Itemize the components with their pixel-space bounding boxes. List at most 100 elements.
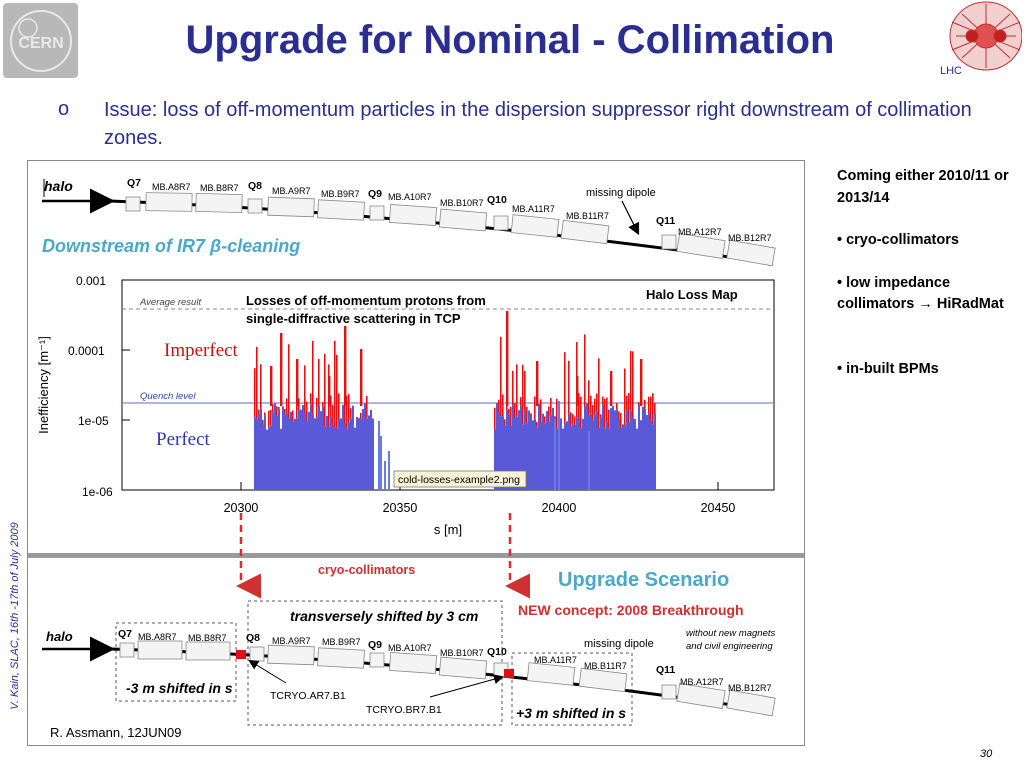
perfect-bar: [612, 406, 614, 490]
perfect-bar: [260, 409, 262, 490]
imperfect-bar: [332, 404, 334, 425]
x-axis-label: s [m]: [434, 522, 462, 537]
perfect-bar: [598, 427, 600, 490]
perfect-bar: [650, 420, 652, 490]
perfect-bar: [636, 428, 638, 490]
perfect-bar: [316, 417, 318, 490]
imperfect-bar: [318, 358, 320, 406]
perfect-bar: [646, 414, 648, 490]
bottom-beamline: cryo-collimators Upgrade Scenario NEW co…: [42, 563, 776, 740]
file-tooltip: cold-losses-example2.png: [398, 474, 520, 486]
perfect-bar: [572, 424, 574, 490]
perfect-bar: [610, 408, 612, 490]
svg-text:LHC: LHC: [940, 65, 962, 77]
imperfect-bar: [254, 368, 256, 418]
bullet-marker: o: [58, 98, 70, 120]
perfect-bar: [370, 409, 372, 490]
perfect-bar: [552, 407, 554, 490]
imperfect-bar: [508, 408, 510, 415]
imperfect-bar: [648, 396, 650, 414]
imperfect-label: Imperfect: [164, 340, 239, 361]
issue-text: Issue: loss of off-momentum particles in…: [104, 99, 972, 149]
perfect-bar: [308, 411, 310, 490]
perfect-bar: [304, 413, 306, 490]
imperfect-bar: [598, 358, 600, 428]
perfect-bar: [624, 425, 626, 490]
perfect-bar: [584, 406, 586, 490]
perfect-bar: [354, 427, 356, 490]
imperfect-bar: [312, 340, 314, 415]
perfect-bar: [574, 424, 576, 490]
svg-text:MB.B9R7: MB.B9R7: [321, 189, 360, 199]
svg-text:MB.A12R7: MB.A12R7: [680, 677, 724, 687]
imperfect-bar: [524, 370, 526, 411]
perfect-bar: [652, 424, 654, 490]
imperfect-bar: [256, 346, 258, 419]
lhc-logo: LHC: [938, 0, 1023, 82]
imperfect-bar: [278, 407, 280, 410]
perfect-bar: [644, 408, 646, 490]
perfect-bar: [600, 417, 602, 490]
imperfect-bar: [270, 409, 272, 426]
imperfect-bar: [272, 404, 274, 413]
perfect-bar: [284, 414, 286, 490]
imperfect-bar: [628, 393, 630, 424]
imperfect-bar: [350, 408, 352, 419]
imperfect-bar: [654, 402, 656, 414]
loss-histogram: [254, 311, 656, 490]
imperfect-bar: [578, 393, 580, 419]
perfect-bar: [272, 412, 274, 490]
imperfect-bar: [346, 395, 348, 429]
perfect-bar: [366, 418, 368, 490]
y-axis-label: Inefficiency [m⁻¹]: [36, 336, 51, 434]
bottom-missing-dipole: missing dipole: [584, 638, 654, 650]
imperfect-bar: [572, 413, 574, 425]
imperfect-bar: [296, 403, 298, 419]
imperfect-bar: [286, 398, 288, 413]
imperfect-bar: [288, 344, 290, 419]
perfect-bar: [534, 419, 536, 490]
imperfect-bar: [306, 401, 308, 421]
perfect-bar: [292, 421, 294, 490]
perfect-bar: [528, 410, 530, 490]
perfect-bar: [364, 403, 366, 490]
perfect-bar: [582, 418, 584, 490]
perfect-bar: [638, 404, 640, 490]
cryo-collimator-a: [236, 650, 246, 659]
imperfect-bar: [276, 406, 278, 416]
imperfect-bar: [638, 402, 640, 405]
imperfect-bar: [592, 404, 594, 421]
perfect-bar: [294, 418, 296, 490]
cern-logo-icon: CERN: [9, 9, 72, 72]
ytick-0: 0.001: [76, 274, 106, 288]
svg-text:Q7: Q7: [118, 628, 132, 640]
perfect-bar: [262, 424, 264, 490]
imperfect-bar: [588, 380, 590, 416]
perfect-bar: [342, 404, 344, 490]
xtick-2: 20400: [542, 501, 577, 515]
imperfect-bar: [334, 340, 336, 428]
loss-map-plot: 0.001 0.0001 1e-05 1e-06 20300 20350 204…: [36, 274, 775, 537]
imperfect-bar: [548, 406, 550, 422]
perfect-bar: [288, 418, 290, 490]
perfect-bar: [326, 415, 328, 490]
perfect-bar: [604, 428, 606, 490]
downstream-title: Downstream of IR7 β-cleaning: [42, 236, 300, 256]
imperfect-bar: [324, 353, 326, 427]
perfect-bar: [286, 412, 288, 490]
perfect-bar: [378, 421, 380, 490]
perfect-bar: [264, 415, 266, 490]
imperfect-bar: [596, 393, 598, 412]
perfect-bar: [314, 418, 316, 490]
perfect-bar: [508, 414, 510, 490]
svg-text:Q8: Q8: [248, 180, 262, 192]
perfect-bar: [276, 415, 278, 490]
top-halo-label: halo: [44, 178, 73, 194]
svg-text:Q9: Q9: [368, 188, 382, 200]
imperfect-spike: [328, 376, 331, 406]
perfect-bar: [350, 418, 352, 490]
perfect-bar: [358, 418, 360, 490]
svg-text:MB.A8R7: MB.A8R7: [152, 182, 191, 192]
without-magnets-1: without new magnets: [686, 628, 775, 639]
imperfect-bar: [292, 410, 294, 422]
